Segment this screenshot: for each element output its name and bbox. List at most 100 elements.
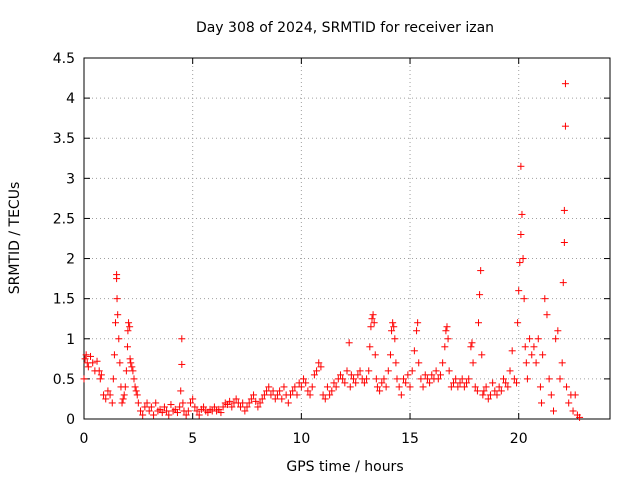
data-point bbox=[310, 371, 318, 379]
data-point bbox=[421, 371, 429, 379]
data-point bbox=[123, 343, 131, 351]
data-point bbox=[454, 383, 462, 391]
data-point bbox=[134, 399, 142, 407]
data-point bbox=[365, 367, 373, 375]
data-point bbox=[304, 387, 312, 395]
data-point bbox=[442, 327, 450, 335]
y-tick-label: 1.5 bbox=[53, 292, 75, 308]
data-point bbox=[178, 335, 186, 343]
data-point bbox=[343, 367, 351, 375]
grid-lines bbox=[84, 58, 610, 419]
data-point bbox=[390, 323, 398, 331]
data-point bbox=[532, 359, 540, 367]
data-point bbox=[450, 379, 458, 387]
data-point bbox=[384, 367, 392, 375]
data-point bbox=[210, 403, 218, 411]
data-point bbox=[561, 80, 569, 88]
data-point bbox=[291, 383, 299, 391]
data-point bbox=[177, 387, 185, 395]
data-point bbox=[493, 391, 501, 399]
data-point bbox=[491, 387, 499, 395]
data-point bbox=[302, 379, 310, 387]
y-tick-label: 3.5 bbox=[53, 131, 75, 147]
data-point bbox=[163, 407, 171, 415]
data-point bbox=[131, 383, 139, 391]
data-point bbox=[423, 375, 431, 383]
data-point bbox=[165, 411, 173, 419]
data-point bbox=[414, 319, 422, 327]
data-point bbox=[436, 371, 444, 379]
data-point bbox=[258, 395, 266, 403]
data-point bbox=[530, 343, 538, 351]
data-point bbox=[465, 375, 473, 383]
data-point bbox=[82, 351, 90, 359]
data-point bbox=[315, 359, 323, 367]
data-point bbox=[547, 391, 555, 399]
data-point bbox=[432, 367, 440, 375]
data-point bbox=[467, 343, 475, 351]
data-point bbox=[376, 387, 384, 395]
data-point bbox=[119, 395, 127, 403]
data-point bbox=[452, 375, 460, 383]
data-point bbox=[521, 343, 529, 351]
data-point bbox=[520, 295, 528, 303]
x-tick-label: 5 bbox=[188, 431, 197, 447]
data-point bbox=[263, 387, 271, 395]
data-point bbox=[126, 355, 134, 363]
data-point bbox=[468, 339, 476, 347]
data-point bbox=[125, 319, 133, 327]
data-point bbox=[150, 411, 158, 419]
data-point bbox=[118, 399, 126, 407]
data-point bbox=[265, 383, 273, 391]
y-tick-label: 3 bbox=[66, 171, 75, 187]
data-point bbox=[456, 379, 464, 387]
axis-ticks: 0 5 10 15 20 0 0.5 1 1.5 2 2.5 3 3.5 4 4.5 bbox=[53, 51, 610, 447]
data-point bbox=[541, 295, 549, 303]
data-point bbox=[269, 387, 277, 395]
data-point bbox=[328, 387, 336, 395]
data-point bbox=[109, 375, 117, 383]
data-point bbox=[447, 383, 455, 391]
data-point bbox=[319, 391, 327, 399]
data-point bbox=[444, 335, 452, 343]
y-tick-label: 2.5 bbox=[53, 211, 75, 227]
data-point bbox=[113, 275, 121, 283]
data-point bbox=[189, 395, 197, 403]
data-point bbox=[392, 359, 400, 367]
data-point bbox=[473, 387, 481, 395]
data-point bbox=[523, 375, 531, 383]
data-point bbox=[370, 319, 378, 327]
y-tick-label: 2 bbox=[66, 252, 75, 268]
data-point bbox=[80, 375, 88, 383]
data-point bbox=[400, 375, 408, 383]
data-point bbox=[126, 323, 134, 331]
data-point bbox=[300, 375, 308, 383]
data-point bbox=[345, 339, 353, 347]
data-point bbox=[514, 319, 522, 327]
data-point bbox=[545, 375, 553, 383]
data-point bbox=[276, 387, 284, 395]
data-point bbox=[267, 391, 275, 399]
data-point bbox=[243, 403, 251, 411]
data-points bbox=[80, 80, 584, 421]
data-point bbox=[284, 399, 292, 407]
data-point bbox=[415, 359, 423, 367]
data-point bbox=[226, 397, 234, 405]
data-point bbox=[176, 403, 184, 411]
data-point bbox=[280, 383, 288, 391]
data-point bbox=[543, 311, 551, 319]
data-point bbox=[479, 391, 487, 399]
data-point bbox=[179, 399, 187, 407]
data-point bbox=[128, 363, 136, 371]
data-point bbox=[554, 327, 562, 335]
data-point bbox=[346, 383, 354, 391]
data-point bbox=[332, 383, 340, 391]
data-point bbox=[484, 395, 492, 403]
data-point bbox=[236, 403, 244, 411]
data-point bbox=[295, 379, 303, 387]
data-point bbox=[368, 315, 376, 323]
data-point bbox=[323, 383, 331, 391]
data-point bbox=[495, 383, 503, 391]
data-point bbox=[367, 323, 375, 331]
data-point bbox=[428, 371, 436, 379]
